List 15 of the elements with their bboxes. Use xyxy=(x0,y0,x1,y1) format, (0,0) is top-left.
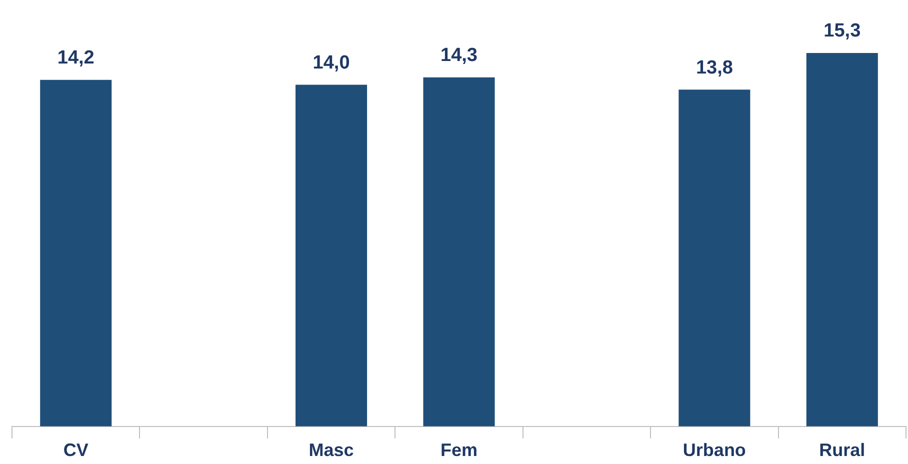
x-tick-label: CV xyxy=(63,440,88,460)
data-label: 15,3 xyxy=(824,20,861,42)
bar xyxy=(296,84,368,426)
data-label: 14,3 xyxy=(440,45,478,66)
bar xyxy=(806,53,878,426)
x-tick-label: Fem xyxy=(440,440,478,460)
bar xyxy=(423,77,495,426)
data-label: 14,2 xyxy=(57,48,94,69)
data-label: 14,0 xyxy=(312,52,350,74)
x-tick-label: Urbano xyxy=(682,440,746,460)
bar xyxy=(40,80,112,426)
x-tick-label: Masc xyxy=(308,440,354,460)
bar xyxy=(678,90,750,426)
x-tick-label: Rural xyxy=(819,440,866,460)
data-label: 13,8 xyxy=(696,57,733,78)
